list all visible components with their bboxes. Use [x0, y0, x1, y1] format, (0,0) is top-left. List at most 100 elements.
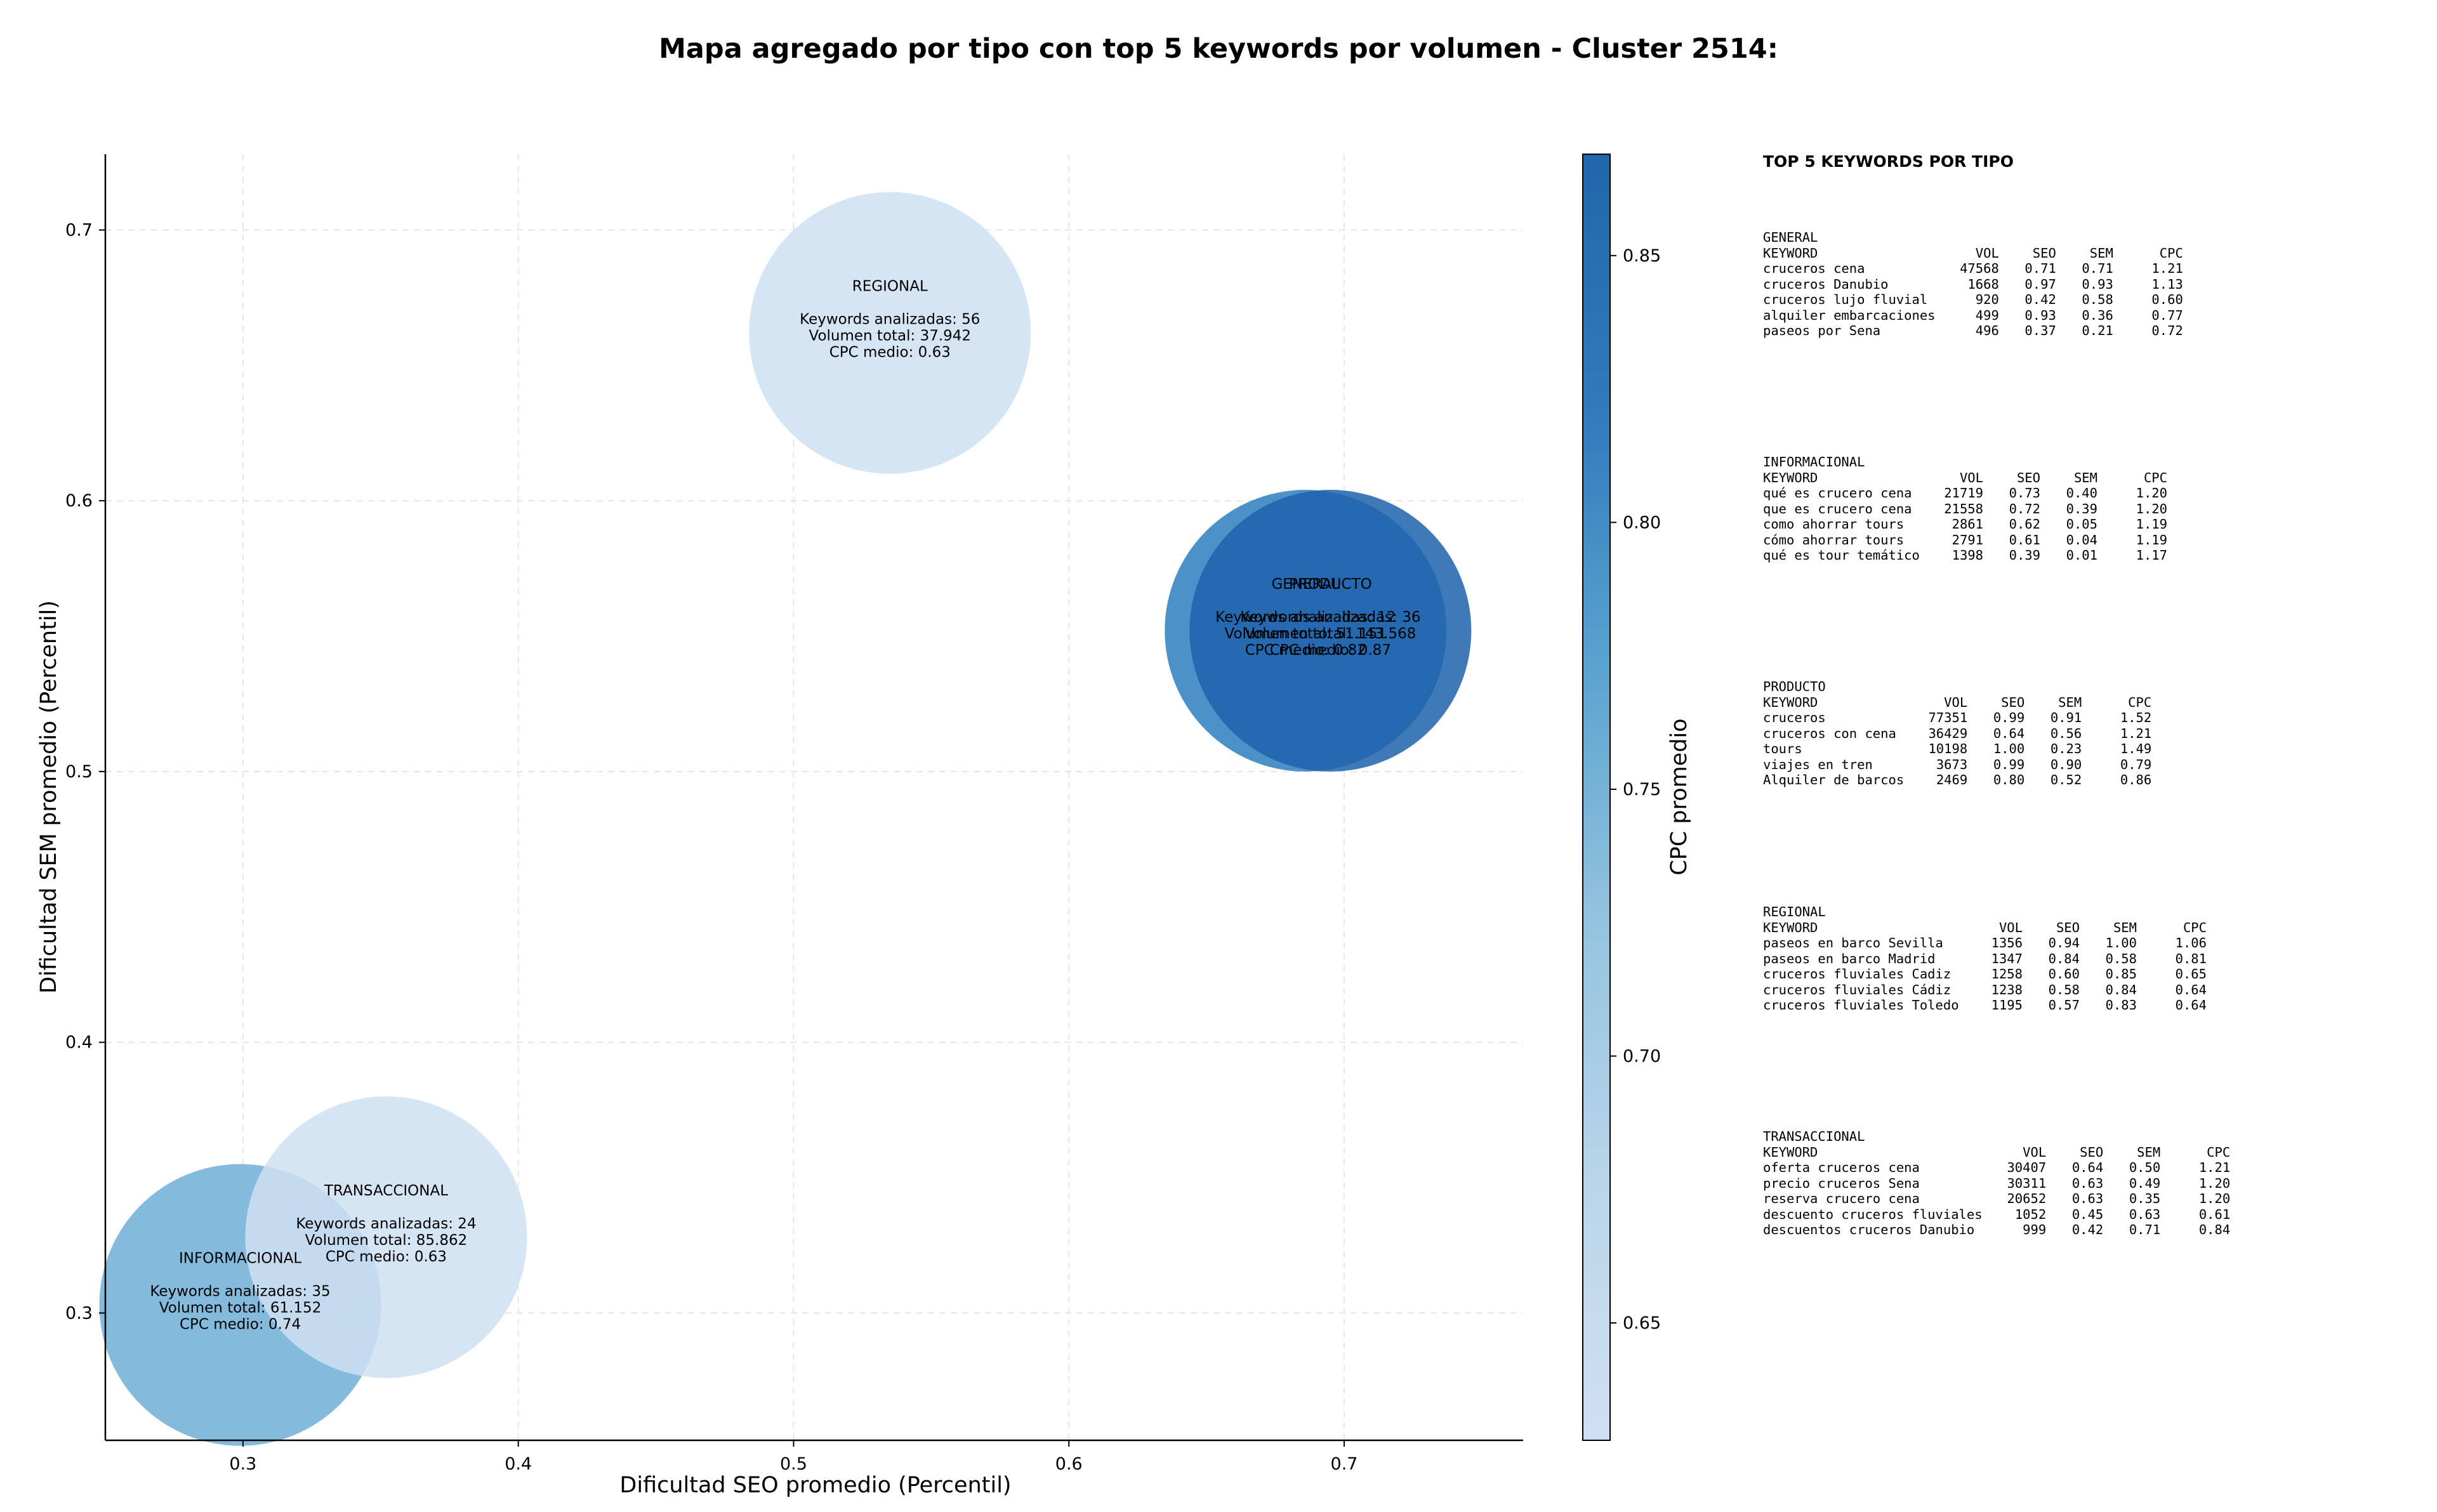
- value-cell: 1.00: [1993, 741, 2025, 756]
- value-cell: 0.35: [2129, 1191, 2161, 1206]
- table-group-name: PRODUCTO: [1763, 679, 1826, 694]
- keyword-cell: alquiler embarcaciones: [1763, 307, 1936, 323]
- value-cell: 0.71: [2082, 261, 2113, 276]
- value-cell: SEM: [2113, 919, 2137, 935]
- keyword-cell: precio cruceros Sena: [1763, 1175, 1920, 1191]
- table-row: cruceros con cena 36429 0.64 0.56 1.21: [1763, 726, 2151, 742]
- keyword-table-general: GENERAL KEYWORD VOL SEO SEM CPC cruceros cena 4…: [1763, 230, 2183, 339]
- keyword-cell: paseos por Sena: [1763, 323, 1881, 338]
- value-cell: SEM: [2073, 470, 2097, 485]
- value-cell: 999: [2023, 1222, 2047, 1237]
- bubble-label-detail: CPC medio: 0.87: [1270, 642, 1391, 659]
- value-cell: 2791: [1952, 532, 1983, 548]
- value-cell: 0.49: [2129, 1175, 2161, 1191]
- value-cell: 0.93: [2024, 307, 2056, 323]
- value-cell: SEO: [2016, 470, 2040, 485]
- value-cell: 0.85: [2105, 966, 2137, 982]
- value-cell: 0.63: [2071, 1191, 2104, 1206]
- value-cell: 36429: [1928, 725, 1968, 741]
- keyword-cell: que es crucero cena: [1763, 501, 1912, 516]
- value-cell: 20652: [2007, 1191, 2047, 1206]
- colorbar-bar: [1582, 154, 1611, 1441]
- value-cell: 0.60: [2048, 966, 2080, 982]
- value-cell: 1.49: [2120, 741, 2152, 756]
- keyword-cell: cruceros fluviales Cadiz: [1763, 966, 1952, 982]
- value-cell: 1.00: [2105, 935, 2137, 950]
- value-cell: 0.71: [2024, 261, 2056, 276]
- value-cell: 0.90: [2050, 756, 2082, 772]
- keyword-cell: descuentos cruceros Danubio: [1763, 1222, 1975, 1237]
- bubble-label-detail: CPC medio: 0.74: [180, 1317, 301, 1333]
- table-row: descuento cruceros fluviales 1052 0.45 0.63…: [1763, 1207, 2230, 1223]
- bubble-label-detail: Keywords analizadas: 24: [296, 1216, 476, 1232]
- keyword-cell: reserva crucero cena: [1763, 1191, 1920, 1206]
- keyword-table-regional: REGIONAL KEYWORD VOL SEO SEM CPC paseos en bar…: [1763, 904, 2207, 1013]
- value-cell: 0.99: [1993, 756, 2025, 772]
- value-cell: SEM: [2089, 245, 2113, 261]
- value-cell: 0.65: [2175, 966, 2207, 982]
- table-header-row: KEYWORD VOL SEO SEM CPC: [1763, 1145, 2230, 1160]
- value-cell: VOL: [1975, 245, 1999, 261]
- y-tick-label: 0.6: [65, 491, 93, 511]
- keyword-cell: como ahorrar tours: [1763, 516, 1905, 532]
- value-cell: 0.56: [2050, 725, 2082, 741]
- x-tick-label: 0.5: [780, 1454, 807, 1474]
- value-cell: 0.72: [2009, 501, 2040, 516]
- value-cell: 0.04: [2066, 532, 2097, 548]
- value-cell: 0.01: [2066, 548, 2097, 563]
- keyword-cell: KEYWORD: [1763, 919, 1818, 935]
- value-cell: 21719: [1944, 485, 1983, 501]
- value-cell: 0.52: [2050, 772, 2082, 787]
- colorbar-tick-label: 0.85: [1623, 246, 1661, 266]
- value-cell: 1668: [1967, 276, 1999, 292]
- table-row: Alquiler de barcos 2469 0.80 0.52 0.86: [1763, 772, 2151, 788]
- value-cell: 21558: [1944, 501, 1983, 516]
- value-cell: 0.45: [2071, 1206, 2104, 1222]
- value-cell: 1.21: [2198, 1160, 2231, 1175]
- x-axis-label: Dificultad SEO promedio (Percentil): [619, 1473, 1011, 1498]
- value-cell: VOL: [2023, 1144, 2047, 1160]
- keyword-cell: KEYWORD: [1763, 470, 1818, 485]
- value-cell: CPC: [2128, 694, 2152, 710]
- table-row: qué es tour temático 1398 0.39 0.01 1.17: [1763, 548, 2167, 563]
- y-tick-label: 0.4: [65, 1033, 93, 1053]
- bubble-label-detail: Volumen total: 61.152: [159, 1300, 322, 1317]
- value-cell: 0.84: [2048, 950, 2080, 966]
- value-cell: 1.13: [2151, 276, 2183, 292]
- value-cell: CPC: [2183, 919, 2207, 935]
- table-header-row: KEYWORD VOL SEO SEM CPC: [1763, 695, 2151, 711]
- keyword-cell: cruceros fluviales Cádiz: [1763, 982, 1952, 997]
- value-cell: 1238: [1991, 982, 2023, 997]
- value-cell: 0.81: [2175, 950, 2207, 966]
- keyword-cell: cruceros cena: [1763, 261, 1865, 276]
- table-row: descuentos cruceros Danubio 999 0.42 0.71 0.…: [1763, 1222, 2230, 1238]
- colorbar-tick-label: 0.70: [1623, 1046, 1661, 1066]
- value-cell: 77351: [1928, 710, 1968, 725]
- value-cell: CPC: [2159, 245, 2183, 261]
- bubble-label-detail: Volumen total: 85.862: [305, 1232, 468, 1249]
- table-header-row: KEYWORD VOL SEO SEM CPC: [1763, 470, 2167, 486]
- keyword-cell: Alquiler de barcos: [1763, 772, 1905, 787]
- table-row: paseos en barco Madrid 1347 0.84 0.58 0.81: [1763, 951, 2207, 967]
- keyword-cell: viajes en tren: [1763, 756, 1873, 772]
- value-cell: 0.72: [2151, 323, 2183, 338]
- keyword-cell: qué es tour temático: [1763, 548, 1920, 563]
- value-cell: 1.20: [2198, 1191, 2231, 1206]
- table-row: cruceros lujo fluvial 920 0.42 0.58 0.60: [1763, 292, 2183, 308]
- value-cell: 0.57: [2048, 997, 2080, 1013]
- colorbar: 0.65 0.70 0.75 0.80 0.85 CPC promedio: [1582, 154, 1692, 1441]
- value-cell: SEO: [2056, 919, 2080, 935]
- value-cell: 0.36: [2082, 307, 2113, 323]
- keyword-table-informacional: INFORMACIONAL KEYWORD VOL SEO SEM CPC qué es c…: [1763, 454, 2167, 563]
- y-tick-label: 0.5: [65, 762, 93, 782]
- table-row: reserva crucero cena 20652 0.63 0.35 1.20: [1763, 1191, 2230, 1207]
- value-cell: 1.21: [2120, 725, 2152, 741]
- bubble-label-detail: CPC medio: 0.63: [326, 1249, 447, 1265]
- bubble-label-detail: Keywords analizadas: 36: [1240, 609, 1420, 626]
- bubble-label-detail: Volumen total: 143.568: [1245, 626, 1416, 642]
- value-cell: SEO: [2080, 1144, 2104, 1160]
- value-cell: CPC: [2207, 1144, 2231, 1160]
- value-cell: 0.94: [2048, 935, 2080, 950]
